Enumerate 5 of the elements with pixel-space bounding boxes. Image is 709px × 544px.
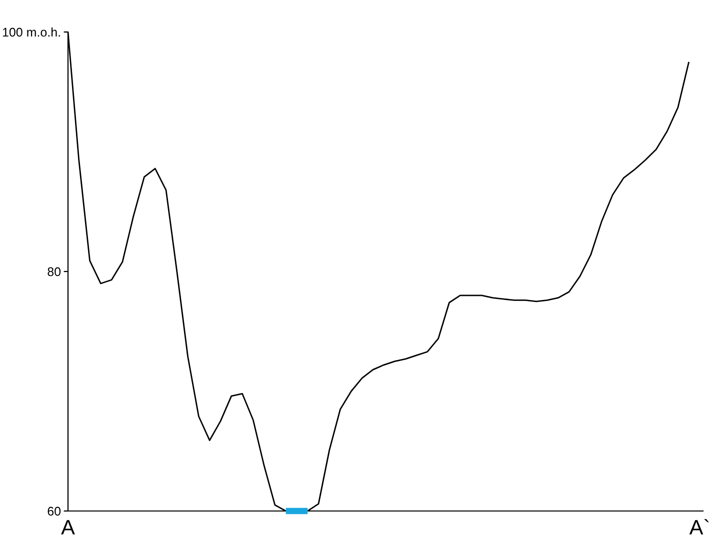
y-tick-label: 60	[48, 506, 61, 516]
y-tick-label: 80	[48, 267, 61, 276]
y-tick-label: 100 m.o.h.	[2, 27, 60, 37]
x-tick-label: A`	[689, 519, 709, 534]
x-tick-label: A	[61, 520, 75, 534]
